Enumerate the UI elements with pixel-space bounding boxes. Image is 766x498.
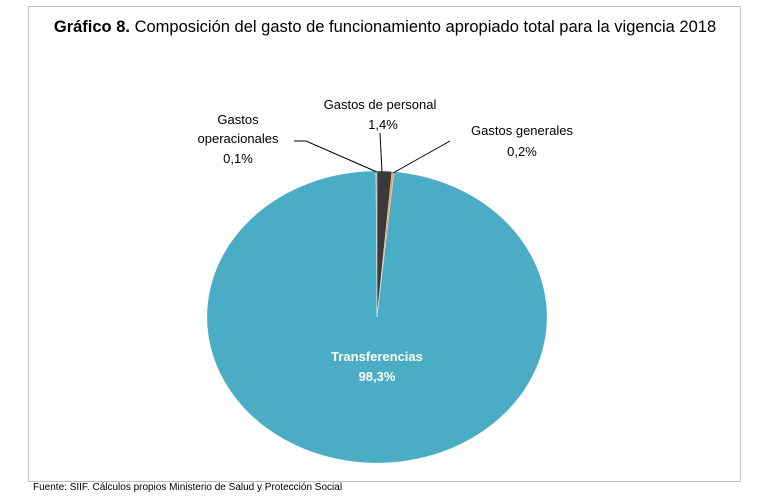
title-text: Composición del gasto de funcionamiento …: [134, 18, 717, 36]
leader-line: [379, 132, 383, 173]
leader-line: [392, 140, 451, 174]
value-label: 1,4%: [368, 117, 398, 132]
value-label: 98,3%: [358, 369, 396, 384]
category-label: Transferencias: [331, 349, 423, 364]
category-label: Gastos de personal: [323, 97, 437, 112]
leader-line: [294, 140, 378, 173]
source-note: Fuente: SIIF. Cálculos propios Ministeri…: [33, 482, 343, 493]
chart-title: Gráfico 8. Composición del gasto de func…: [40, 16, 730, 38]
category-label: Gastos operacionales: [197, 112, 279, 146]
value-label: 0,2%: [507, 144, 537, 159]
title-label: Gráfico 8.: [53, 18, 130, 36]
value-label: 0,1%: [223, 151, 253, 166]
chart-frame: [28, 6, 741, 482]
leader-lines: [294, 132, 451, 174]
category-label: Gastos generales: [471, 123, 573, 138]
